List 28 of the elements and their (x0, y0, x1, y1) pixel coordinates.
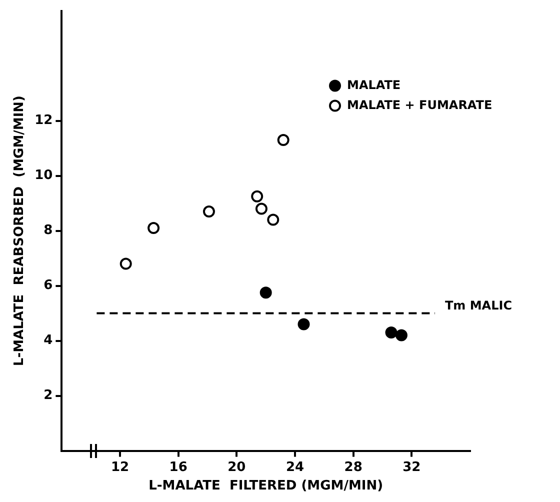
point (298, 318, 310, 330)
legend-label: MALATE (347, 78, 401, 92)
y-tick-label: 4 (44, 333, 53, 348)
point (267, 214, 280, 226)
x-tick-label: 32 (402, 460, 421, 475)
y-tick-label: 8 (44, 223, 53, 238)
y-tick-label: 6 (44, 278, 53, 294)
y-tick-label: 10 (34, 168, 53, 184)
point (395, 329, 408, 342)
y-tick-label: 2 (44, 388, 53, 404)
y-axis-title: L-MALATE REABSORBED (MGM/MIN) (12, 96, 28, 366)
y-tick-label: 12 (34, 113, 53, 128)
x-axis-title: L-MALATE FILTERED (MGM/MIN) (148, 478, 384, 494)
point (385, 326, 398, 339)
point (277, 134, 290, 146)
point (148, 222, 160, 234)
point (251, 190, 264, 202)
point (202, 206, 215, 218)
x-tick-label: 16 (169, 460, 188, 475)
x-tick-label: 24 (286, 460, 304, 475)
x-tick-label: 20 (228, 460, 246, 475)
x-tick-label: 12 (110, 460, 130, 475)
legend-label: MALATE + FUMARATE (347, 98, 492, 112)
x-tick-label: 28 (344, 460, 362, 475)
ref-line-label: Tm MALIC (445, 298, 512, 312)
point (255, 202, 268, 215)
point (260, 286, 272, 299)
point (120, 258, 132, 270)
